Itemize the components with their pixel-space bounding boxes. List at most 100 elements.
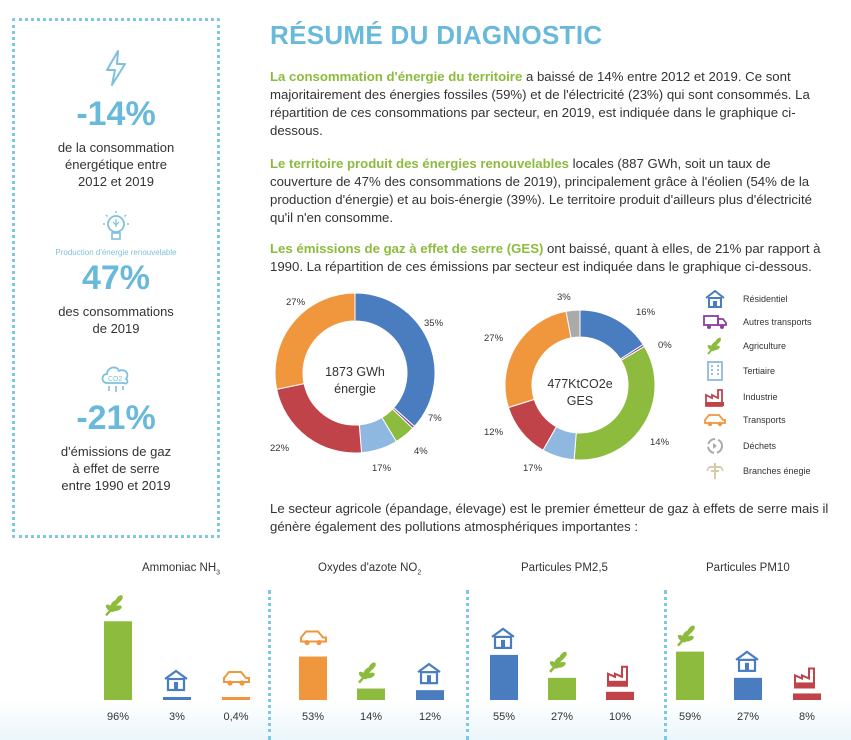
legend-item-autres-transports: Autres transports	[703, 312, 812, 332]
pct-label: 4%	[414, 446, 428, 457]
bar-agriculture	[357, 688, 385, 700]
energy-icon	[703, 462, 727, 480]
pollutant-bar-charts	[104, 595, 821, 700]
car-icon	[703, 411, 727, 429]
panel-title-pm10: Particules PM10	[706, 562, 790, 574]
panel-divider	[664, 590, 667, 740]
bar-residentiel	[734, 677, 762, 700]
bar-residentiel	[163, 697, 191, 700]
panel-title-nh3: Ammoniac NH3	[142, 562, 221, 577]
paragraph-consumption: La consommation d'énergie du territoire …	[270, 68, 835, 140]
legend-label: Branches énegie	[743, 466, 811, 476]
pct-label: 27%	[484, 333, 504, 344]
pct-label: 22%	[270, 443, 290, 454]
building-icon	[703, 361, 727, 381]
kpi-ghg-line: entre 1990 et 2019	[61, 478, 171, 493]
bar-residentiel	[490, 654, 518, 700]
kpi-renewable-value: 47%	[81, 259, 151, 297]
legend-label: Résidentiel	[743, 294, 788, 304]
bar-value-label: 53%	[301, 711, 325, 723]
paragraph-highlight: Le territoire produit des énergies renou…	[270, 156, 570, 171]
kpi-ghg-line: d'émissions de gaz	[60, 444, 172, 459]
bar-agriculture	[676, 651, 704, 700]
paragraph-text: ont baissé, quant à elles, de 21% par ra…	[270, 241, 821, 274]
ghg-unit: GES	[566, 394, 594, 408]
paragraph-agriculture: Le secteur agricole (épandage, élevage) …	[270, 501, 829, 534]
pct-label: 35%	[424, 318, 444, 329]
paragraph-highlight: La consommation d'énergie du territoire	[270, 69, 523, 84]
pct-label: 3%	[557, 292, 571, 303]
co2-cloud-icon: CO2	[101, 366, 129, 392]
paragraph-highlight: Les émissions de gaz à effet de serre (G…	[270, 241, 544, 256]
bar-value-label: 0,4%	[223, 711, 249, 723]
bar-residentiel	[416, 690, 444, 700]
bottom-band	[0, 700, 851, 740]
legend-item-tertiaire: Tertiaire	[703, 361, 775, 381]
energy-unit: énergie	[334, 382, 376, 396]
transports-icon	[223, 671, 250, 686]
legend-label: Agriculture	[743, 341, 787, 351]
kpi-energy-value: -14%	[76, 95, 156, 133]
agriculture-icon	[105, 595, 123, 617]
bar-value-label: 27%	[550, 711, 574, 723]
bar-value-label: 55%	[492, 711, 516, 723]
bar-value-label: 14%	[359, 711, 383, 723]
lightning-icon	[106, 50, 126, 86]
bar-value-label: 10%	[608, 711, 632, 723]
industrie-icon	[607, 665, 628, 687]
agriculture-icon	[549, 651, 567, 673]
bar-agriculture	[548, 677, 576, 700]
bar-value-label: 12%	[418, 711, 442, 723]
recycle-icon	[703, 437, 727, 455]
kpi-energy-line: 2012 et 2019	[78, 174, 154, 189]
bar-value-label: 8%	[799, 711, 815, 723]
kpi-sidebar: -14% de la consommation énergétique entr…	[12, 18, 220, 538]
residentiel-icon	[491, 627, 515, 650]
kpi-renewable-line: des consommations	[58, 304, 174, 319]
residentiel-icon	[164, 669, 188, 692]
legend-label: Industrie	[743, 392, 778, 402]
factory-icon	[703, 388, 727, 407]
legend-label: Autres transports	[743, 317, 812, 327]
kpi-ghg-line: à effet de serre	[72, 461, 160, 476]
bar-value-label: 3%	[169, 711, 185, 723]
bar-agriculture	[104, 621, 132, 700]
ghg-donut-center: 477KtCO2e GES	[533, 376, 627, 410]
donut-slice-dechets	[565, 309, 581, 339]
kpi-energy-line: énergétique entre	[65, 157, 167, 172]
truck-icon	[703, 313, 727, 331]
bar-value-label: 27%	[736, 711, 760, 723]
page-title: RÉSUMÉ DU DIAGNOSTIC	[270, 20, 603, 50]
residentiel-icon	[417, 662, 441, 685]
pct-label: 7%	[428, 413, 442, 424]
pct-label: 17%	[523, 463, 543, 474]
donut-slice-residentiel	[354, 292, 436, 428]
energy-total: 1873 GWh	[325, 365, 385, 379]
panel-divider	[466, 590, 469, 740]
industrie-icon	[794, 667, 815, 689]
kpi-ghg-value: -21%	[76, 399, 156, 437]
legend-item-agriculture: Agriculture	[703, 336, 786, 356]
transports-icon	[300, 630, 327, 646]
paragraph-text: a baissé de 14% entre 2012 et 2019. Ce s…	[270, 69, 810, 138]
lightbulb-icon	[103, 211, 129, 240]
energy-donut-center: 1873 GWh énergie	[305, 364, 405, 398]
kpi-renewable-caption: Production d'énergie renouvelable	[55, 248, 177, 257]
paragraph-text: locales (887 GWh, soit un taux de couver…	[270, 156, 812, 225]
legend-item-residentiel: Résidentiel	[703, 289, 788, 309]
bar-transports	[299, 656, 327, 700]
donut-slice-transports	[274, 292, 356, 390]
kpi-renewable-line: de 2019	[92, 321, 140, 336]
pct-label: 16%	[636, 307, 656, 318]
wheat-icon	[703, 337, 727, 355]
legend-label: Tertiaire	[743, 366, 776, 376]
legend-item-dechets: Déchets	[703, 436, 776, 456]
paragraph-renewable: Le territoire produit des énergies renou…	[270, 155, 835, 227]
panel-title-no2: Oxydes d'azote NO2	[318, 562, 422, 577]
house-icon	[703, 290, 727, 308]
agriculture-icon	[358, 662, 376, 684]
paragraph-ghg: Les émissions de gaz à effet de serre (G…	[270, 240, 835, 276]
pct-label: 17%	[372, 463, 392, 474]
legend-label: Déchets	[743, 441, 777, 451]
panel-title-pm25: Particules PM2,5	[521, 562, 608, 574]
